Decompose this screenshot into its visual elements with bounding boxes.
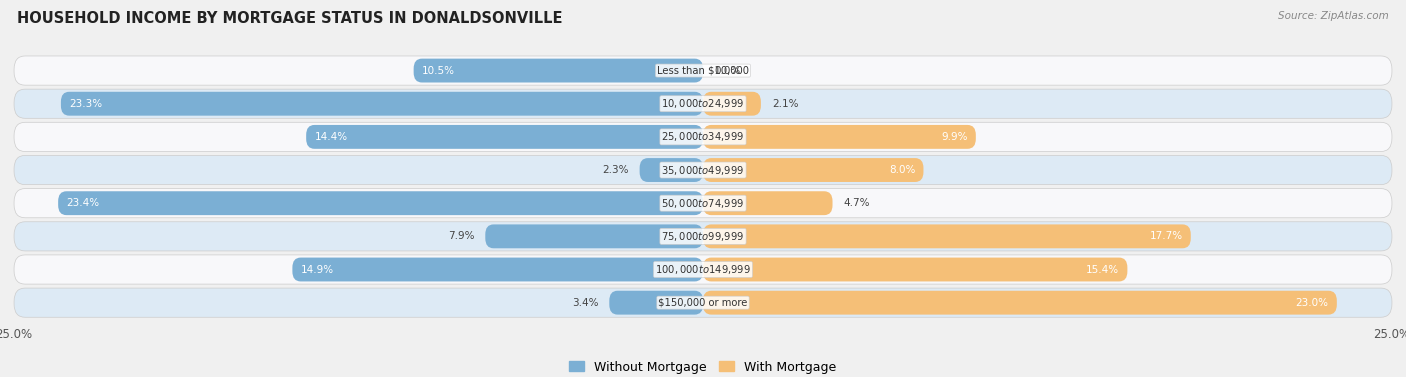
- Text: 15.4%: 15.4%: [1085, 265, 1119, 274]
- Text: $35,000 to $49,999: $35,000 to $49,999: [661, 164, 745, 176]
- Text: Source: ZipAtlas.com: Source: ZipAtlas.com: [1278, 11, 1389, 21]
- FancyBboxPatch shape: [609, 291, 703, 314]
- FancyBboxPatch shape: [60, 92, 703, 116]
- Text: HOUSEHOLD INCOME BY MORTGAGE STATUS IN DONALDSONVILLE: HOUSEHOLD INCOME BY MORTGAGE STATUS IN D…: [17, 11, 562, 26]
- FancyBboxPatch shape: [292, 257, 703, 282]
- FancyBboxPatch shape: [14, 89, 1392, 118]
- Text: $25,000 to $34,999: $25,000 to $34,999: [661, 130, 745, 143]
- Text: 8.0%: 8.0%: [889, 165, 915, 175]
- FancyBboxPatch shape: [703, 291, 1337, 314]
- Text: 3.4%: 3.4%: [572, 298, 599, 308]
- Text: 0.0%: 0.0%: [714, 66, 741, 75]
- FancyBboxPatch shape: [485, 224, 703, 248]
- Text: $10,000 to $24,999: $10,000 to $24,999: [661, 97, 745, 110]
- FancyBboxPatch shape: [14, 288, 1392, 317]
- FancyBboxPatch shape: [703, 92, 761, 116]
- Text: 2.3%: 2.3%: [602, 165, 628, 175]
- FancyBboxPatch shape: [703, 257, 1128, 282]
- Text: $100,000 to $149,999: $100,000 to $149,999: [655, 263, 751, 276]
- Text: $50,000 to $74,999: $50,000 to $74,999: [661, 197, 745, 210]
- Text: 4.7%: 4.7%: [844, 198, 870, 208]
- Text: 23.4%: 23.4%: [66, 198, 100, 208]
- Text: 23.3%: 23.3%: [69, 99, 103, 109]
- FancyBboxPatch shape: [14, 155, 1392, 185]
- FancyBboxPatch shape: [703, 158, 924, 182]
- FancyBboxPatch shape: [703, 224, 1191, 248]
- FancyBboxPatch shape: [58, 191, 703, 215]
- Text: 14.4%: 14.4%: [315, 132, 347, 142]
- Text: 9.9%: 9.9%: [941, 132, 967, 142]
- FancyBboxPatch shape: [640, 158, 703, 182]
- Text: $150,000 or more: $150,000 or more: [658, 298, 748, 308]
- Legend: Without Mortgage, With Mortgage: Without Mortgage, With Mortgage: [564, 356, 842, 377]
- FancyBboxPatch shape: [703, 125, 976, 149]
- FancyBboxPatch shape: [14, 222, 1392, 251]
- Text: 2.1%: 2.1%: [772, 99, 799, 109]
- Text: 23.0%: 23.0%: [1295, 298, 1329, 308]
- FancyBboxPatch shape: [307, 125, 703, 149]
- FancyBboxPatch shape: [14, 255, 1392, 284]
- Text: 10.5%: 10.5%: [422, 66, 456, 75]
- FancyBboxPatch shape: [413, 59, 703, 83]
- FancyBboxPatch shape: [14, 56, 1392, 85]
- Text: 14.9%: 14.9%: [301, 265, 333, 274]
- FancyBboxPatch shape: [703, 191, 832, 215]
- Text: Less than $10,000: Less than $10,000: [657, 66, 749, 75]
- FancyBboxPatch shape: [14, 188, 1392, 218]
- Text: $75,000 to $99,999: $75,000 to $99,999: [661, 230, 745, 243]
- Text: 7.9%: 7.9%: [447, 231, 474, 241]
- Text: 17.7%: 17.7%: [1149, 231, 1182, 241]
- FancyBboxPatch shape: [14, 122, 1392, 152]
